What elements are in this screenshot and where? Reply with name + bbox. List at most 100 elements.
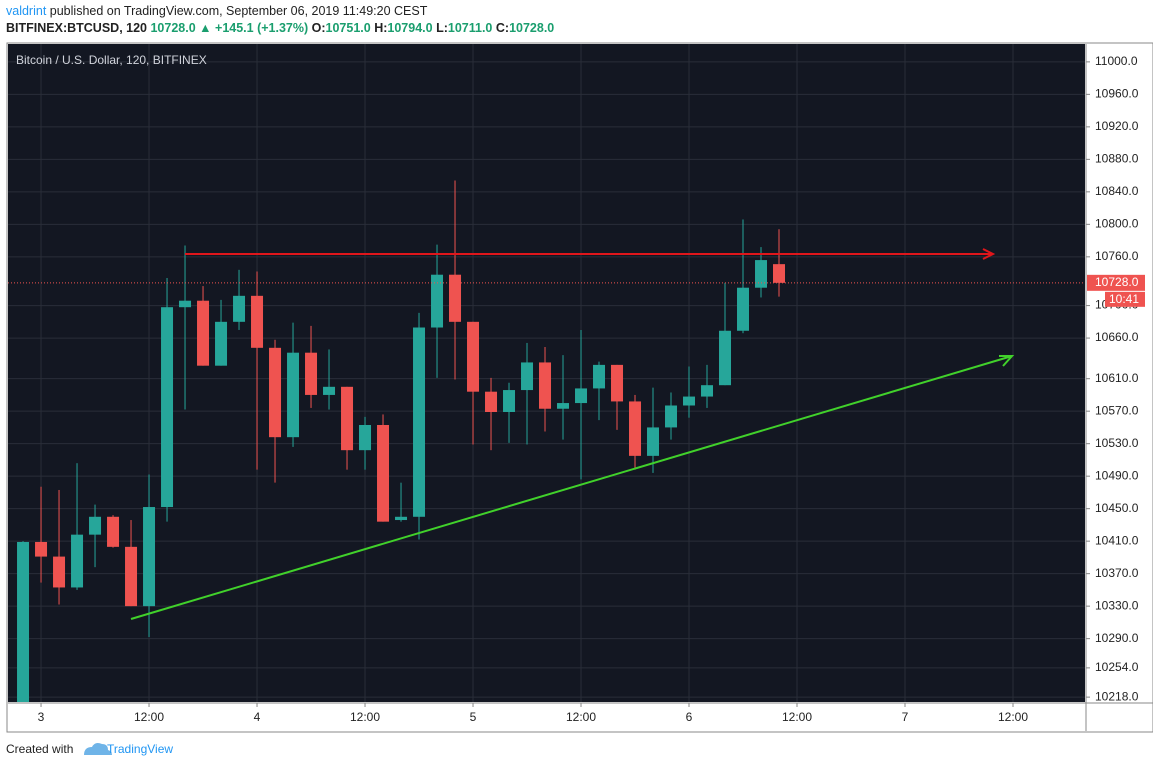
- y-tick-label: 10410.0: [1095, 533, 1139, 547]
- candle-body: [233, 295, 246, 322]
- candle-body: [71, 534, 84, 588]
- y-tick-label: 10450.0: [1095, 501, 1139, 515]
- candle-body: [683, 396, 696, 406]
- y-tick-label: 10610.0: [1095, 371, 1139, 385]
- y-tick-label: 10660.0: [1095, 330, 1139, 344]
- candle-body: [737, 287, 750, 331]
- candle-body: [755, 260, 768, 288]
- candle-body: [215, 321, 228, 366]
- candle-body: [251, 295, 264, 348]
- countdown-box: [1105, 291, 1145, 307]
- y-tick-label: 10490.0: [1095, 468, 1139, 482]
- candle-body: [665, 405, 678, 428]
- user: valdrint: [6, 4, 47, 18]
- symbol-line: BITFINEX:BTCUSD, 120 10728.0 ▲ +145.1 (+…: [6, 21, 554, 35]
- last: 10728.0: [150, 21, 195, 35]
- candle-body: [575, 388, 588, 404]
- candle-body: [161, 307, 174, 508]
- candle-body: [611, 364, 624, 402]
- x-tick-label: 7: [902, 710, 909, 724]
- ohlc-value: 10751.0: [326, 21, 371, 35]
- y-tick-label: 10840.0: [1095, 184, 1139, 198]
- candle-body: [539, 362, 552, 409]
- x-tick-label: 3: [38, 710, 45, 724]
- x-tick-label: 4: [254, 710, 261, 724]
- candle-body: [179, 300, 192, 308]
- y-tick-label: 10960.0: [1095, 87, 1139, 101]
- y-tick-label: 10254.0: [1095, 660, 1139, 674]
- candle-body: [431, 274, 444, 328]
- symbol: BITFINEX:BTCUSD, 120: [6, 21, 147, 35]
- last-price-box: [1087, 274, 1145, 291]
- candle-body: [395, 516, 408, 521]
- y-tick-label: 10330.0: [1095, 598, 1139, 612]
- chart-title: Bitcoin / U.S. Dollar, 120, BITFINEX: [16, 53, 207, 67]
- candle-body: [107, 516, 120, 547]
- candle-body: [485, 391, 498, 412]
- candle-body: [449, 274, 462, 322]
- x-tick-label: 12:00: [350, 710, 380, 724]
- candle-body: [305, 352, 318, 395]
- candle-body: [89, 516, 102, 535]
- candle-body: [593, 364, 606, 389]
- x-tick-label: 12:00: [998, 710, 1028, 724]
- candle-body: [719, 330, 732, 386]
- candle-body: [377, 424, 390, 522]
- candle-body: [701, 385, 714, 397]
- ohlc-label: H:: [374, 21, 387, 35]
- candle-body: [647, 427, 660, 456]
- candle-body: [557, 403, 570, 409]
- candle-body: [53, 556, 66, 588]
- footer-brand: TradingView: [107, 742, 173, 756]
- y-tick-label: 10218.0: [1095, 689, 1139, 703]
- axes: 11000.0 10960.0 10920.0 10880.0 10840.0 10800…: [38, 54, 1145, 724]
- y-tick-label: 11000.0: [1095, 54, 1138, 68]
- ohlc-value: 10728.0: [509, 21, 554, 35]
- x-tick-label: 12:00: [566, 710, 596, 724]
- candle-body: [17, 541, 30, 702]
- candle-body: [359, 424, 372, 451]
- support-line: [130, 355, 1013, 620]
- arrow-head: [982, 248, 996, 260]
- x-tick-label: 12:00: [134, 710, 164, 724]
- x-tick-label: 12:00: [782, 710, 812, 724]
- y-tick-label: 10530.0: [1095, 436, 1139, 450]
- header-line: valdrint published on TradingView.com, S…: [6, 4, 428, 18]
- y-tick-label: 10370.0: [1095, 566, 1139, 580]
- candle-body: [125, 546, 138, 607]
- ohlc-label: L:: [436, 21, 448, 35]
- candle-body: [143, 507, 156, 607]
- ohlc-label: C:: [496, 21, 509, 35]
- candles: [8, 180, 1085, 702]
- y-tick-label: 10880.0: [1095, 152, 1139, 166]
- arrow-head: [999, 355, 1015, 367]
- y-tick-label: 10570.0: [1095, 403, 1139, 417]
- candle-body: [629, 401, 642, 456]
- candle-body: [413, 327, 426, 517]
- y-tick-label: 10800.0: [1095, 217, 1139, 231]
- candle-body: [341, 386, 354, 451]
- y-tick-label: 10920.0: [1095, 119, 1139, 133]
- y-tick-label: 10760.0: [1095, 249, 1139, 263]
- candle-body: [323, 386, 336, 395]
- logo: [84, 743, 112, 755]
- arrow: ▲: [199, 21, 211, 35]
- candle-body: [287, 352, 300, 438]
- x-tick-label: 6: [686, 710, 693, 724]
- candle-body: [35, 541, 48, 557]
- y-tick-label: 10290.0: [1095, 631, 1139, 645]
- x-tick-label: 5: [470, 710, 477, 724]
- change: +145.1 (+1.37%): [215, 21, 308, 35]
- grid: [8, 44, 1085, 702]
- candle-body: [503, 390, 516, 412]
- ohlc-label: O:: [312, 21, 326, 35]
- drawings: [130, 248, 1015, 620]
- published: published on TradingView.com, September …: [50, 4, 428, 18]
- candle-body: [197, 300, 210, 366]
- candle-body: [269, 347, 282, 438]
- countdown: 10:41: [1109, 292, 1139, 306]
- ohlc-value: 10794.0: [387, 21, 432, 35]
- footer-text: Created with: [6, 742, 73, 756]
